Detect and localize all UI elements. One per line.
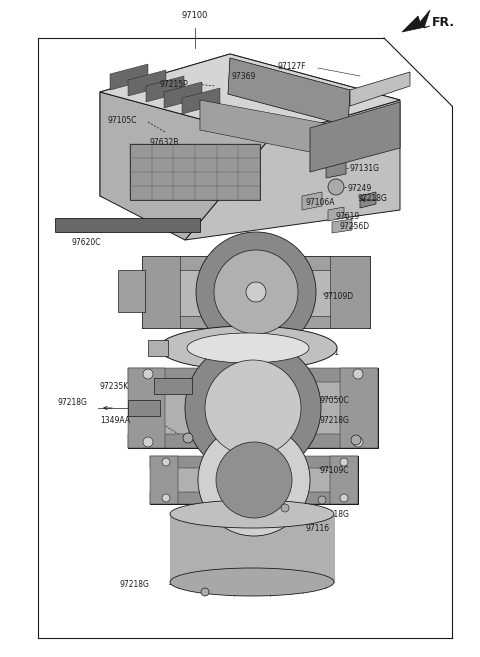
- Polygon shape: [128, 434, 378, 448]
- Polygon shape: [310, 102, 400, 172]
- Circle shape: [214, 250, 298, 334]
- Polygon shape: [150, 456, 358, 468]
- Circle shape: [246, 282, 266, 302]
- Text: 97131G: 97131G: [350, 164, 380, 173]
- Circle shape: [281, 504, 289, 512]
- Polygon shape: [142, 256, 370, 328]
- Polygon shape: [330, 456, 358, 504]
- Text: 97215P: 97215P: [160, 80, 189, 89]
- Polygon shape: [154, 378, 192, 394]
- Circle shape: [216, 442, 292, 518]
- Text: 97235K: 97235K: [100, 382, 129, 391]
- Circle shape: [353, 437, 363, 447]
- Ellipse shape: [159, 326, 337, 370]
- Circle shape: [328, 179, 344, 195]
- Text: 42541: 42541: [316, 348, 340, 357]
- Polygon shape: [100, 92, 270, 226]
- Polygon shape: [142, 316, 370, 328]
- Text: 97105C: 97105C: [108, 116, 137, 125]
- Polygon shape: [228, 58, 350, 126]
- Polygon shape: [330, 256, 370, 328]
- Polygon shape: [350, 72, 410, 106]
- Text: 97256D: 97256D: [340, 222, 370, 231]
- Polygon shape: [128, 368, 165, 448]
- Polygon shape: [360, 192, 376, 208]
- Text: 97218G: 97218G: [58, 398, 88, 407]
- Polygon shape: [142, 256, 180, 328]
- Polygon shape: [146, 76, 184, 102]
- Polygon shape: [402, 10, 430, 32]
- Text: 97632B: 97632B: [150, 138, 180, 147]
- Polygon shape: [150, 456, 358, 504]
- Polygon shape: [340, 368, 378, 448]
- Text: 1349AA: 1349AA: [100, 416, 130, 425]
- Circle shape: [353, 369, 363, 379]
- Circle shape: [143, 369, 153, 379]
- Circle shape: [162, 494, 170, 502]
- Polygon shape: [100, 54, 400, 138]
- Text: 97249: 97249: [348, 184, 372, 193]
- Ellipse shape: [170, 568, 334, 596]
- Circle shape: [318, 496, 326, 504]
- Circle shape: [183, 433, 193, 443]
- Text: 97106A: 97106A: [305, 198, 335, 207]
- Polygon shape: [100, 54, 400, 138]
- Polygon shape: [128, 400, 160, 416]
- Polygon shape: [328, 207, 344, 221]
- Circle shape: [201, 588, 209, 596]
- Polygon shape: [118, 270, 145, 312]
- Circle shape: [162, 458, 170, 466]
- Polygon shape: [185, 100, 400, 240]
- Text: 97218G: 97218G: [320, 510, 350, 519]
- Polygon shape: [182, 88, 220, 114]
- Circle shape: [205, 360, 301, 456]
- Text: 97218G: 97218G: [120, 580, 150, 589]
- Text: 97116: 97116: [305, 524, 329, 533]
- Polygon shape: [170, 514, 335, 582]
- Polygon shape: [164, 82, 202, 108]
- Circle shape: [185, 340, 321, 476]
- Text: 97100: 97100: [182, 11, 208, 20]
- Circle shape: [351, 435, 361, 445]
- Text: 97109D: 97109D: [323, 292, 353, 301]
- Circle shape: [196, 232, 316, 352]
- Polygon shape: [302, 192, 322, 210]
- Text: 97127F: 97127F: [278, 62, 307, 71]
- Text: FR.: FR.: [432, 16, 455, 29]
- Polygon shape: [200, 100, 350, 160]
- Text: 97620C: 97620C: [72, 238, 101, 247]
- Circle shape: [198, 424, 310, 536]
- Text: 97369: 97369: [232, 72, 256, 81]
- Text: 97050C: 97050C: [320, 396, 349, 405]
- Polygon shape: [148, 340, 168, 356]
- Polygon shape: [128, 70, 166, 96]
- Polygon shape: [100, 92, 270, 240]
- Polygon shape: [326, 158, 346, 178]
- Ellipse shape: [170, 500, 334, 528]
- Polygon shape: [332, 219, 352, 233]
- Text: 97218G: 97218G: [320, 416, 350, 425]
- Polygon shape: [128, 368, 378, 382]
- Text: 97619: 97619: [335, 212, 359, 221]
- Text: 97109C: 97109C: [320, 466, 349, 475]
- Polygon shape: [55, 218, 200, 232]
- Circle shape: [340, 458, 348, 466]
- Ellipse shape: [187, 333, 309, 363]
- Polygon shape: [150, 456, 178, 504]
- Polygon shape: [110, 64, 148, 90]
- Polygon shape: [130, 144, 260, 200]
- Polygon shape: [128, 368, 378, 448]
- Polygon shape: [142, 256, 370, 270]
- Polygon shape: [150, 492, 358, 504]
- Circle shape: [340, 494, 348, 502]
- Circle shape: [143, 437, 153, 447]
- Text: 97218G: 97218G: [358, 194, 388, 203]
